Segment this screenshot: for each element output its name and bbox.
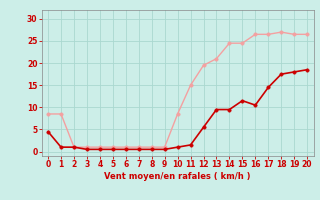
X-axis label: Vent moyen/en rafales ( km/h ): Vent moyen/en rafales ( km/h ) bbox=[104, 172, 251, 181]
